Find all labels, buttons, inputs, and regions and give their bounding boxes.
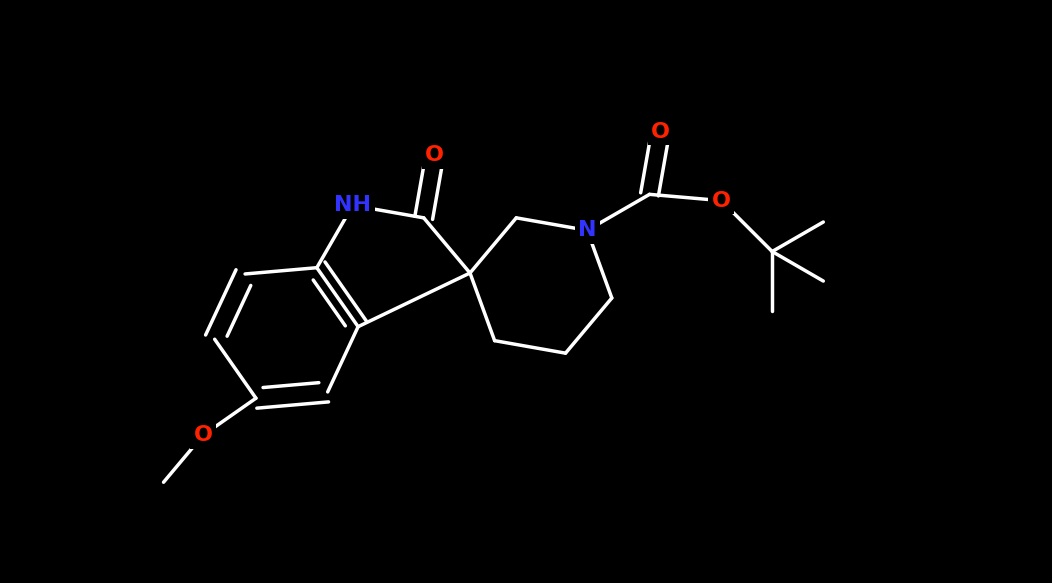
Text: O: O: [712, 191, 731, 210]
Text: O: O: [425, 145, 444, 166]
Text: NH: NH: [335, 195, 371, 215]
Text: O: O: [651, 122, 670, 142]
Text: N: N: [578, 220, 596, 240]
Text: O: O: [194, 426, 213, 445]
